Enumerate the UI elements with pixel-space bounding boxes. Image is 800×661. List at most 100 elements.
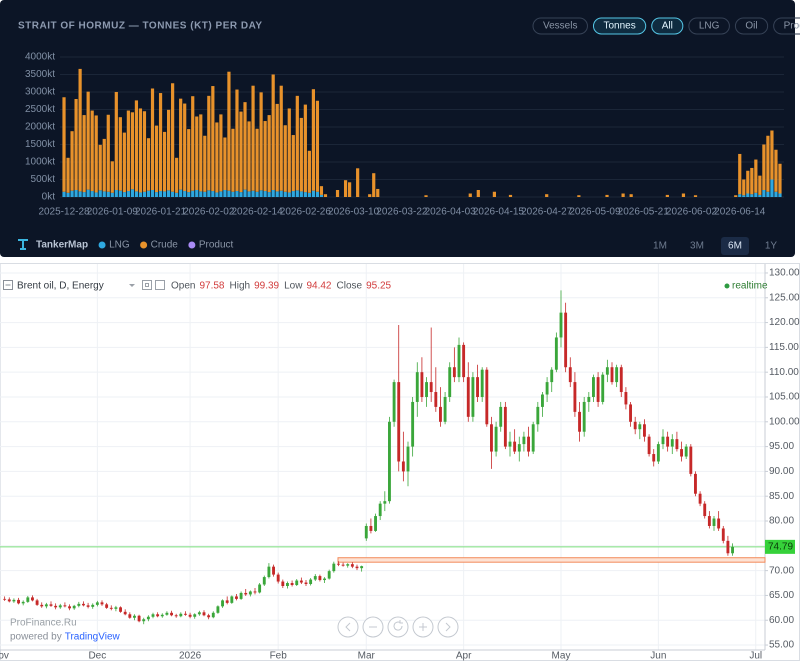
collapse-icon[interactable] (3, 280, 13, 290)
candle-body (216, 606, 220, 613)
bar-segment (356, 168, 360, 197)
bar-segment (98, 144, 102, 191)
chart-title: STRAIT OF HORMUZ — TONNES (KT) PER DAY (18, 21, 263, 32)
range-button[interactable]: 3M (690, 241, 704, 252)
bar-segment (263, 121, 267, 192)
dropdown-arrow (129, 284, 135, 287)
range-button[interactable]: 1Y (765, 241, 778, 252)
x-tick-label: Feb (270, 651, 288, 661)
bar-segment (424, 195, 428, 197)
bar-segment (376, 188, 380, 197)
bar-segment (275, 103, 279, 192)
panel-background (0, 263, 800, 661)
bar-segment (758, 194, 762, 197)
bar-segment (102, 191, 106, 197)
credit-link[interactable]: TradingView (65, 632, 121, 643)
bar-segment (114, 92, 118, 190)
bar-segment (315, 191, 320, 197)
y-tick-label: 500kt (31, 174, 56, 185)
bar-segment (275, 191, 279, 197)
candle-body (202, 612, 206, 616)
bar-segment (162, 131, 167, 192)
candle-body (68, 606, 71, 609)
candle-body (629, 404, 632, 422)
bar-segment (70, 131, 74, 191)
last-price-tag (765, 539, 795, 554)
candle-body (72, 605, 76, 609)
bar-segment (195, 116, 199, 190)
bar-segment (118, 117, 122, 191)
candle-body (77, 603, 81, 606)
candle-body (425, 382, 428, 397)
metric-button[interactable] (734, 17, 769, 35)
bar-segment (154, 192, 159, 197)
bar-segment (130, 112, 134, 190)
bar-segment (251, 190, 255, 197)
ohlc-label: High (230, 281, 251, 292)
bar-segment (508, 194, 513, 197)
candle-body (40, 604, 44, 607)
bar-segment (110, 192, 114, 197)
candle-body (295, 580, 299, 586)
bar-segment (138, 192, 143, 197)
candle-body (337, 563, 340, 565)
bar-segment (219, 191, 223, 197)
bar-segment (774, 149, 778, 192)
bar-segment (74, 99, 78, 190)
bar-segment (742, 179, 746, 196)
candle-body (619, 367, 623, 393)
metric-button[interactable] (532, 17, 588, 35)
bar-segment (311, 89, 315, 191)
range-button[interactable]: 6M (728, 241, 742, 252)
reset-button[interactable] (387, 616, 409, 638)
candle-body (299, 580, 303, 583)
bar-segment (78, 191, 82, 197)
candle-body (170, 612, 173, 616)
bar-segment (70, 190, 74, 197)
metric-button[interactable] (773, 17, 800, 35)
candle-body (378, 503, 382, 517)
bar-segment (778, 163, 782, 194)
format-icon[interactable] (155, 280, 165, 290)
bar-segment (227, 71, 231, 191)
bar-segment (66, 157, 70, 193)
metric-button-label: Oil (745, 21, 757, 32)
bar-segment (207, 190, 211, 197)
y-tick-label: 105.00 (769, 392, 800, 403)
x-tick-label: Jun (650, 651, 666, 661)
bar-segment (231, 128, 235, 192)
bar-segment (150, 190, 155, 197)
ohlc-value: 99.39 (254, 281, 279, 292)
candle-body (364, 525, 368, 539)
y-tick-label: 2000kt (25, 122, 55, 133)
candle-body (355, 566, 359, 569)
bar-segment (227, 190, 231, 197)
legend-swatch (98, 241, 106, 249)
range-button[interactable]: 1M (653, 241, 667, 252)
navigation-buttons (337, 616, 459, 638)
metric-button[interactable] (688, 17, 730, 35)
bar-segment (150, 88, 155, 190)
settings-icon[interactable] (142, 280, 152, 290)
bar-segment (295, 190, 299, 197)
candle-body (49, 604, 53, 606)
bar-segment (106, 191, 110, 197)
y-tick-label: 3500kt (25, 69, 55, 80)
x-tick-label: 2026-04-15 (473, 207, 525, 218)
candle-body (86, 605, 90, 607)
candle-body (26, 597, 30, 602)
candle-body (332, 563, 336, 572)
bar-segment (114, 190, 118, 197)
bar-segment (766, 135, 770, 192)
candle-body (63, 605, 67, 607)
candle-body (466, 377, 470, 417)
bar-segment (211, 191, 215, 197)
candle-body (323, 578, 326, 581)
scroll-left-button[interactable] (337, 616, 359, 638)
bar-segment (183, 191, 187, 197)
bar-segment (235, 89, 239, 192)
legend-label: Crude (151, 240, 179, 251)
metric-button[interactable] (592, 17, 647, 35)
metric-button[interactable] (651, 17, 684, 35)
scroll-right-button[interactable] (437, 616, 459, 638)
